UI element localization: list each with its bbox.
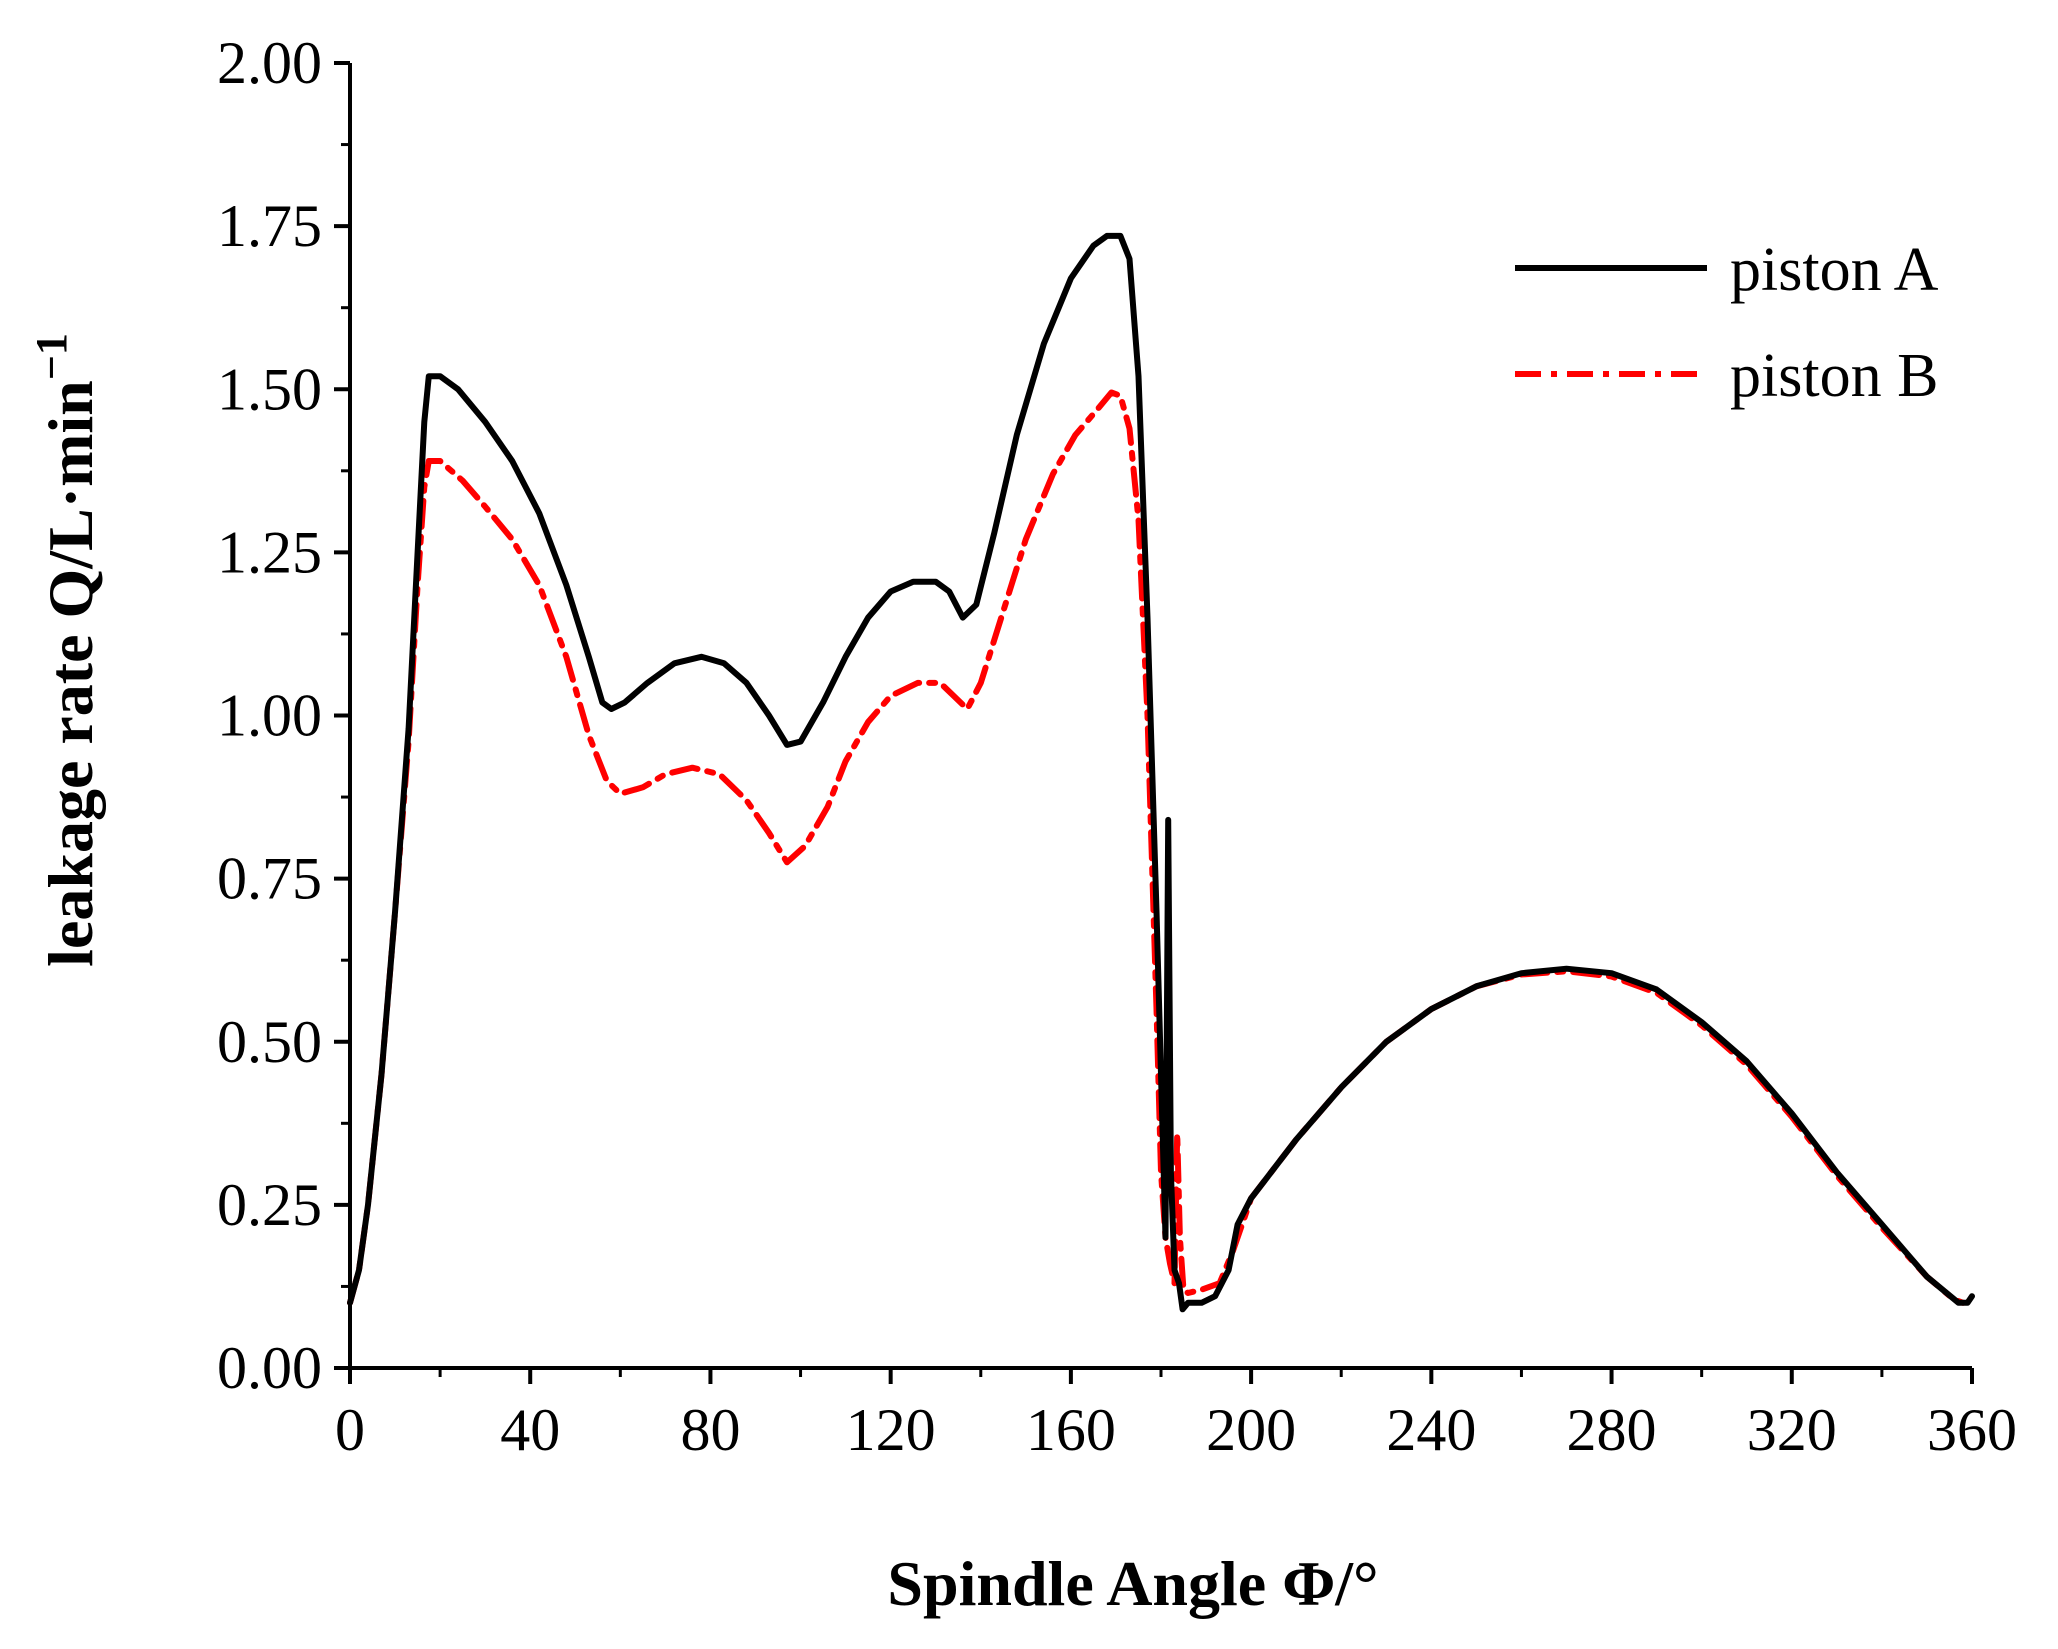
- y-tick-label-0.5: 0.50: [217, 1009, 322, 1075]
- y-tick-label-0.25: 0.25: [217, 1172, 322, 1238]
- series-line-piston-b: [347, 389, 1966, 1306]
- legend-label-piston-b: piston B: [1730, 342, 1938, 410]
- y-tick-label-0.75: 0.75: [217, 846, 322, 912]
- x-axis-title: Spindle Angle Φ/°: [887, 1548, 1378, 1619]
- x-tick-label-120: 120: [846, 1397, 936, 1463]
- x-tick-label-80: 80: [680, 1397, 740, 1463]
- y-axis-title: leakage rate Q/L·min−1: [27, 333, 106, 967]
- y-tick-label-0: 0.00: [217, 1335, 322, 1401]
- legend-label-piston-a: piston A: [1730, 236, 1939, 304]
- x-tick-label-200: 200: [1206, 1397, 1296, 1463]
- x-tick-label-280: 280: [1567, 1397, 1657, 1463]
- x-tick-label-0: 0: [335, 1397, 365, 1463]
- x-tick-label-240: 240: [1386, 1397, 1476, 1463]
- x-tick-label-360: 360: [1927, 1397, 2017, 1463]
- y-axis-title-superscript: −1: [27, 333, 76, 380]
- series-layer: [347, 232, 1975, 1313]
- ticks-layer: 0 40 80 120 160 200 240 280 320 360 0.00 0.25 0.50 0.…: [217, 30, 2017, 1463]
- y-axis-title-text: leakage rate Q/L·min: [35, 380, 106, 967]
- x-tick-label-320: 320: [1747, 1397, 1837, 1463]
- x-tick-label-40: 40: [500, 1397, 560, 1463]
- plot-area: 0 40 80 120 160 200 240 280 320 360 0.00 0.25 0.50 0.…: [217, 30, 2017, 1463]
- x-tick-label-160: 160: [1026, 1397, 1116, 1463]
- y-tick-label-2: 2.00: [217, 30, 322, 96]
- legend: piston A piston B: [1515, 236, 1939, 410]
- y-tick-label-1.5: 1.50: [217, 356, 322, 422]
- y-tick-label-1: 1.00: [217, 683, 322, 749]
- y-tick-label-1.25: 1.25: [217, 519, 322, 585]
- series-line-piston-a: [347, 232, 1975, 1313]
- y-tick-label-1.75: 1.75: [217, 193, 322, 259]
